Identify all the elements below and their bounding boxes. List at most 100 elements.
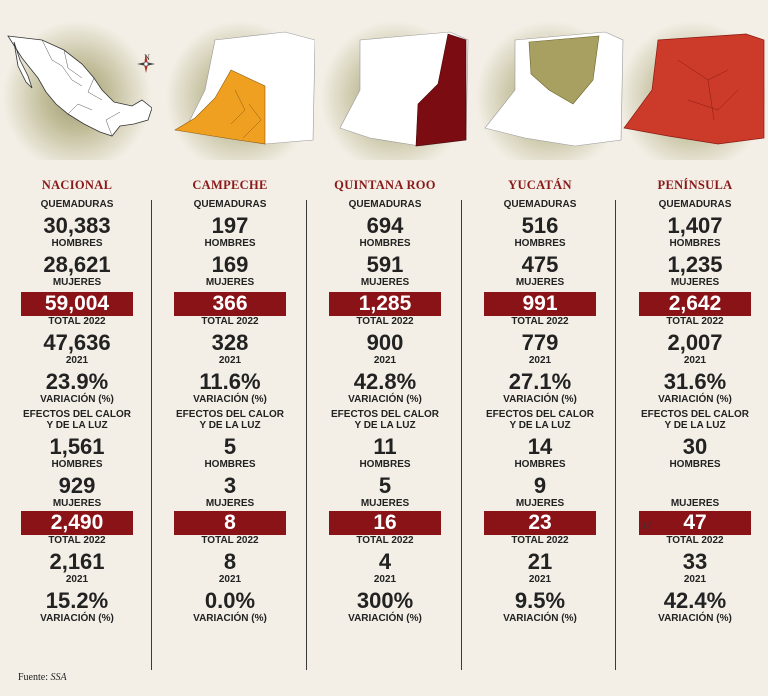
value-hombres: 5 [223,434,237,459]
label-2021: 2021 [65,574,89,585]
label-variacion: VARIACIÓN (%) [503,613,577,624]
label-variacion: VARIACIÓN (%) [348,613,422,624]
section-label-quemaduras: QUEMADURAS [658,199,732,210]
value-mujeres: 28,621 [43,252,111,277]
label-mujeres: MUJERES [515,498,565,509]
value-2021: 21 [527,549,553,574]
value-2021: 47,636 [43,330,111,355]
section-label-quemaduras: QUEMADURAS [348,199,422,210]
label-variacion: VARIACIÓN (%) [658,394,732,405]
column-campeche: CAMPECHE QUEMADURAS 197 HOMBRES 169 MUJE… [168,175,292,670]
map-campeche [165,20,315,160]
value-mujeres: 5 [378,473,392,498]
label-total-2022: TOTAL 2022 [511,535,569,546]
section-label-efectos-2: Y DE LA LUZ [199,420,261,431]
region-title: NACIONAL [41,178,113,192]
label-mujeres: MUJERES [52,498,102,509]
section-label-efectos-1: EFECTOS DEL CALOR [331,409,439,420]
section-label-quemaduras: QUEMADURAS [503,199,577,210]
value-total-2022: 2,642 [639,292,751,316]
label-variacion: VARIACIÓN (%) [193,613,267,624]
label-2021: 2021 [528,355,552,366]
region-title: QUINTANA ROO [334,178,436,192]
footer-prefix: Fuente: [18,672,48,683]
value-hombres: 197 [211,213,249,238]
region-title: YUCATÁN [508,178,572,192]
label-total-2022: TOTAL 2022 [48,316,106,327]
value-hombres: 11 [373,434,397,459]
label-hombres: HOMBRES [669,459,721,470]
value-hombres: 694 [366,213,404,238]
value-variacion: 42.4% [663,588,727,613]
region-title: CAMPECHE [192,178,268,192]
label-total-2022: TOTAL 2022 [511,316,569,327]
value-variacion: 27.1% [508,369,572,394]
section-label-efectos-2: Y DE LA LUZ [46,420,108,431]
label-hombres: HOMBRES [669,238,721,249]
label-2021: 2021 [373,574,397,585]
label-2021: 2021 [218,574,242,585]
value-2021: 8 [223,549,237,574]
column-divider [306,200,307,670]
section-label-quemaduras: QUEMADURAS [40,199,114,210]
value-variacion: 15.2% [45,588,109,613]
value-2021: 2,007 [667,330,723,355]
label-variacion: VARIACIÓN (%) [348,394,422,405]
map-quintana-roo [320,20,470,160]
value-2021: 779 [521,330,559,355]
value-total-2022: 47 [639,511,751,535]
value-mujeres: 169 [211,252,249,277]
label-variacion: VARIACIÓN (%) [658,613,732,624]
column-divider [151,200,152,670]
section-label-efectos-2: Y DE LA LUZ [354,420,416,431]
value-variacion: 11.6% [199,369,261,394]
map-mexico: N [2,20,155,160]
value-mujeres: 1,235 [667,252,723,277]
label-mujeres: MUJERES [360,277,410,288]
label-mujeres: MUJERES [515,277,565,288]
value-total-2022: 23 [484,511,596,535]
value-mujeres [633,474,757,498]
label-2021: 2021 [218,355,242,366]
label-2021: 2021 [65,355,89,366]
value-2021: 2,161 [49,549,105,574]
column-peninsula: PENÍNSULA QUEMADURAS 1,407 HOMBRES 1,235… [633,175,757,670]
column-divider [615,200,616,670]
section-label-quemaduras: QUEMADURAS [193,199,267,210]
value-mujeres: 475 [521,252,559,277]
section-label-efectos-1: EFECTOS DEL CALOR [641,409,749,420]
label-hombres: HOMBRES [51,459,103,470]
section-label-efectos-2: Y DE LA LUZ [509,420,571,431]
value-total-2022: 16 [329,511,441,535]
compass-n-label: N [144,53,150,62]
value-total-2022: 2,490 [21,511,133,535]
label-total-2022: TOTAL 2022 [666,316,724,327]
footer-source: Fuente: SSA [18,672,67,683]
value-hombres: 1,561 [49,434,105,459]
map-peninsula [618,20,768,160]
value-total-2022: 366 [174,292,286,316]
label-total-2022: TOTAL 2022 [201,316,259,327]
value-2021: 4 [378,549,392,574]
value-mujeres: 9 [533,473,547,498]
compass-icon: N [136,54,158,84]
label-hombres: HOMBRES [359,459,411,470]
value-variacion: 300% [356,588,414,613]
label-mujeres: MUJERES [670,498,720,509]
value-hombres: 14 [527,434,553,459]
footer-source-name: SSA [50,672,67,683]
section-label-efectos-1: EFECTOS DEL CALOR [486,409,594,420]
label-hombres: HOMBRES [359,238,411,249]
value-hombres: 1,407 [667,213,723,238]
value-2021: 900 [366,330,404,355]
column-nacional: NACIONAL QUEMADURAS 30,383 HOMBRES 28,62… [15,175,139,670]
value-total-2022: 8 [174,511,286,535]
label-total-2022: TOTAL 2022 [48,535,106,546]
label-mujeres: MUJERES [670,277,720,288]
label-variacion: VARIACIÓN (%) [40,394,114,405]
value-variacion: 31.6% [663,369,727,394]
value-mujeres: 929 [58,473,96,498]
label-total-2022: TOTAL 2022 [201,535,259,546]
column-divider [461,200,462,670]
column-yucatan: YUCATÁN QUEMADURAS 516 HOMBRES 475 MUJER… [478,175,602,670]
